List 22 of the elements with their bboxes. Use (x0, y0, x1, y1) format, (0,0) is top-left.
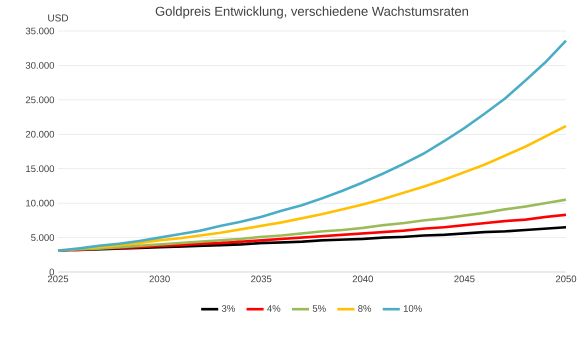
x-tick-label: 2050 (556, 276, 576, 282)
y-tick-label: 10.000 (26, 200, 54, 207)
x-tick-label: 2040 (352, 276, 373, 282)
y-tick-label: 30.000 (26, 62, 54, 69)
line-series (56, 39, 568, 252)
legend-label: 10% (404, 305, 422, 312)
y-tick-label: 20.000 (26, 130, 54, 138)
legend-label: 4% (267, 305, 280, 312)
x-tick-label: 2025 (48, 276, 68, 282)
chart-title: Goldpreis Entwicklung, verschiedene Wachstumsraten (156, 6, 468, 18)
y-tick-label: 25.000 (26, 96, 54, 104)
y-tick-label: 35.000 (26, 28, 54, 34)
y-axis-title: USD (48, 14, 68, 22)
legend-label: 8% (358, 305, 372, 312)
legend-label: 5% (312, 305, 326, 312)
y-tick-label: 5.000 (31, 234, 54, 241)
legend-label: 3% (222, 305, 235, 312)
x-tick-label: 2045 (454, 276, 475, 282)
x-tick-label: 2030 (150, 276, 170, 282)
y-tick-label: 15.000 (26, 165, 54, 172)
y-tick-label: 0 (50, 268, 54, 276)
x-tick-label: 2035 (251, 276, 272, 282)
